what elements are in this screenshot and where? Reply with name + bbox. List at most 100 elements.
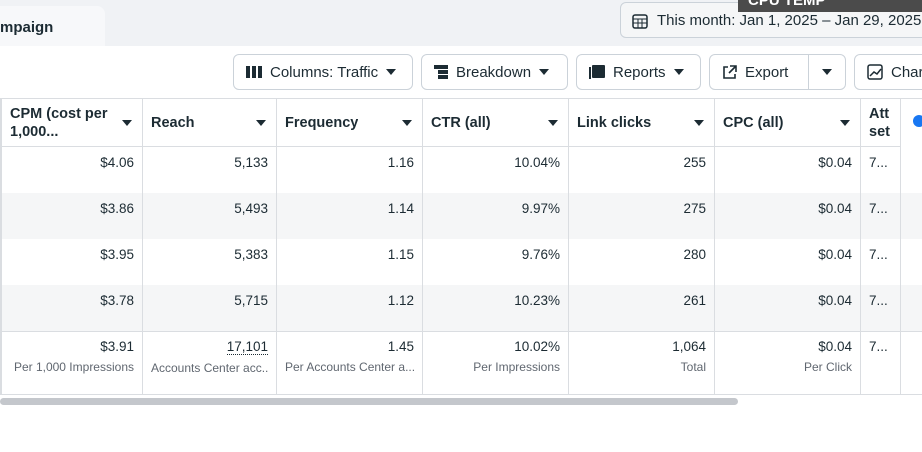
summary-value: 1.45	[387, 339, 414, 354]
icon	[246, 66, 262, 78]
export-button[interactable]: Export	[709, 54, 846, 90]
breakdown-button[interactable]: Breakdown	[421, 54, 568, 90]
header-label: Reach	[151, 114, 195, 131]
cell: 9.97%	[423, 193, 569, 239]
overlay: CPU TEMP	[738, 0, 922, 12]
label: Char	[891, 63, 922, 81]
summary-value: 17,101	[226, 339, 268, 355]
cell: 5,383	[143, 239, 277, 285]
cell: $0.04	[715, 193, 861, 239]
column-header[interactable]: CPC (all)	[715, 99, 861, 147]
cell: 261	[569, 285, 715, 331]
sort-caret[interactable]	[122, 120, 132, 126]
summary-value: 7...	[869, 339, 888, 354]
table: CPM (cost per 1,000... Reach Frequency CTR …	[0, 98, 922, 395]
row	[2, 193, 922, 239]
column-header[interactable]: Reach	[143, 99, 277, 147]
summary-note: Total	[680, 360, 706, 374]
cell: $4.06	[2, 147, 143, 193]
header-label: CTR (all)	[431, 114, 491, 131]
header-label: Frequency	[285, 114, 359, 131]
cell: 255	[569, 147, 715, 193]
summary-value: 1,064	[672, 339, 706, 354]
summary-cell: 10.02% Per Impressions	[423, 331, 569, 394]
cell: 7...	[861, 239, 901, 285]
label: Breakdown	[456, 63, 532, 81]
summary-cell: $0.04 Per Click	[715, 331, 861, 394]
column-divider	[422, 99, 423, 395]
reports-button[interactable]: Reports	[576, 54, 701, 90]
label: Reports	[613, 63, 666, 81]
calendar-icon	[632, 14, 648, 29]
column-header[interactable]: Link clicks	[569, 99, 715, 147]
column-header[interactable]: CTR (all)	[423, 99, 569, 147]
scrollbar[interactable]	[0, 398, 738, 405]
icon	[723, 64, 737, 79]
summary-value: 10.02%	[514, 339, 560, 354]
info-icon[interactable]	[913, 115, 922, 127]
summary-cell: 7...	[861, 331, 901, 394]
sort-caret[interactable]	[548, 120, 558, 126]
column-header[interactable]: CPM (cost per 1,000...	[2, 99, 143, 147]
cell: 10.23%	[423, 285, 569, 331]
label: Columns: Traffic	[270, 63, 379, 81]
cell: 1.12	[277, 285, 423, 331]
cell: 1.14	[277, 193, 423, 239]
summary-note: Per 1,000 Impressions	[13, 360, 134, 374]
sort-caret[interactable]	[256, 120, 266, 126]
summary-border	[2, 331, 922, 332]
cell: $0.04	[715, 285, 861, 331]
sort-caret[interactable]	[694, 120, 704, 126]
date-range: This month: Jan 1, 2025 – Jan 29, 2025	[657, 12, 922, 29]
summary-cell: 1,064 Total	[569, 331, 715, 394]
icon	[434, 65, 448, 79]
header-label: CPM (cost per 1,000...	[10, 105, 108, 140]
cell: 280	[569, 239, 715, 285]
cell: $0.04	[715, 239, 861, 285]
column-divider	[276, 99, 277, 395]
cell: 10.04%	[423, 147, 569, 193]
column-divider	[860, 99, 861, 395]
cell: $3.86	[2, 193, 143, 239]
summary-cell: 17,101 Accounts Center acc...	[143, 331, 277, 394]
column-divider	[900, 99, 901, 395]
cell: $0.04	[715, 147, 861, 193]
cell: $3.78	[2, 285, 143, 331]
summary-cell: 1.45 Per Accounts Center a...	[277, 331, 423, 394]
cell: 5,493	[143, 193, 277, 239]
columns-button[interactable]: Columns: Traffic	[233, 54, 413, 90]
charts-button[interactable]: Char	[854, 54, 922, 90]
summary-note: Accounts Center acc...	[151, 361, 268, 375]
header-label: Link clicks	[577, 114, 652, 131]
cell: 7...	[861, 193, 901, 239]
cell: 1.15	[277, 239, 423, 285]
column-header[interactable]: Frequency	[277, 99, 423, 147]
icon	[589, 65, 605, 79]
column-divider	[142, 99, 143, 395]
summary-note: Per Accounts Center a...	[285, 360, 414, 374]
sort-caret[interactable]	[840, 120, 850, 126]
row	[2, 239, 922, 285]
header-label: Att set	[869, 105, 890, 140]
cell: 9.76%	[423, 239, 569, 285]
summary-cell: $3.91 Per 1,000 Impressions	[2, 331, 143, 394]
column-divider	[714, 99, 715, 395]
sort-caret[interactable]	[402, 120, 412, 126]
icon	[867, 64, 883, 80]
summary-note: Per Impressions	[473, 360, 560, 374]
tab[interactable]: mpaign	[0, 6, 105, 46]
column-header[interactable]: Att set	[861, 99, 901, 147]
cell: 5,133	[143, 147, 277, 193]
row	[2, 147, 922, 193]
label: Export	[745, 63, 789, 81]
cell: 5,715	[143, 285, 277, 331]
row	[2, 285, 922, 331]
column-divider	[568, 99, 569, 395]
cell: 1.16	[277, 147, 423, 193]
cell: 7...	[861, 147, 901, 193]
summary-value: $3.91	[100, 339, 134, 354]
cell: 275	[569, 193, 715, 239]
cell: $3.95	[2, 239, 143, 285]
header-label: CPC (all)	[723, 114, 784, 131]
